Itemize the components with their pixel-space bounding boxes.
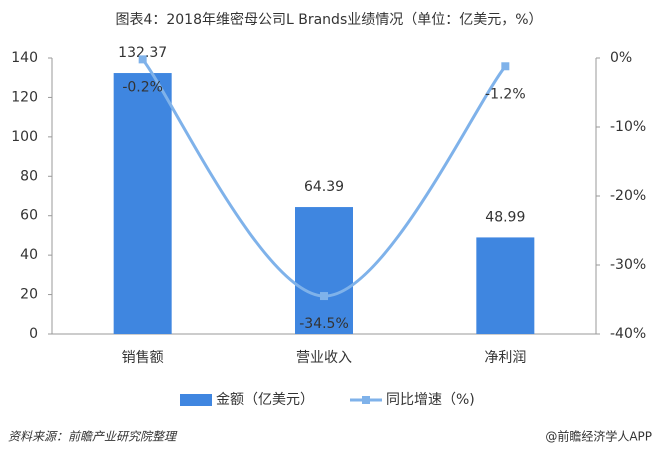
marker [138, 55, 147, 64]
x-tick-label: 净利润 [484, 350, 526, 366]
data-label: 132.37 [118, 45, 167, 61]
legend-swatch [362, 396, 370, 404]
legend-label: 金额（亿美元） [216, 392, 314, 408]
y-tick-label: 40 [20, 247, 38, 263]
legend-label: 同比增速（%) [386, 392, 475, 408]
x-tick-label: 销售额 [122, 350, 164, 366]
data-label: -1.2% [485, 86, 526, 102]
data-label: -0.2% [122, 79, 163, 95]
marker [320, 292, 328, 301]
bar [295, 207, 353, 334]
y2-tick-label: -30% [610, 257, 646, 273]
y-tick-label: 0 [29, 326, 38, 342]
x-tick-label: 营业收入 [296, 350, 352, 366]
data-label: 64.39 [304, 179, 344, 195]
source: 资料来源：前瞻产业研究院整理 [8, 430, 178, 444]
y2-tick-label: 0% [610, 50, 632, 66]
y-tick-label: 100 [11, 129, 38, 145]
y-tick-label: 120 [11, 89, 38, 105]
y2-tick-label: -20% [610, 188, 646, 204]
brand: @前瞻经济学人APP [545, 429, 652, 444]
marker [501, 62, 510, 71]
y-tick-label: 80 [20, 168, 38, 184]
bar [113, 73, 172, 335]
y-tick-label: 60 [20, 208, 38, 224]
y-tick-label: 20 [20, 287, 38, 303]
y2-tick-label: -40% [610, 326, 646, 342]
data-label: -34.5% [299, 316, 349, 332]
bar [476, 237, 535, 334]
legend-swatch [180, 394, 212, 406]
y2-tick-label: -10% [610, 119, 646, 135]
chart-title: 图表4：2018年维密母公司L Brands业绩情况（单位：亿美元，%） [115, 11, 542, 28]
data-label: 48.99 [485, 209, 525, 225]
y-tick-label: 140 [11, 50, 38, 66]
